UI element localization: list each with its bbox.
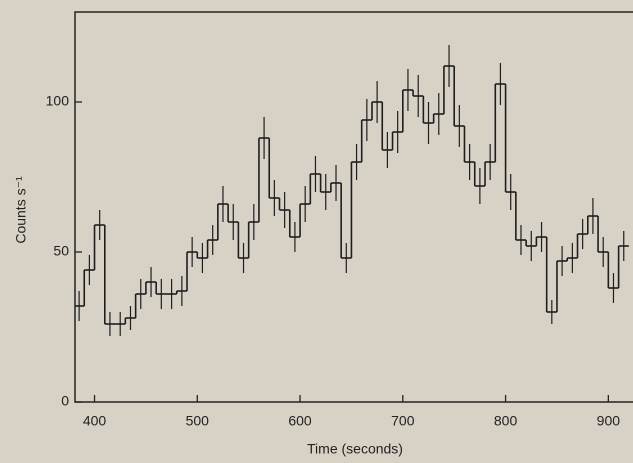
x-tick-label: 400: [83, 413, 107, 429]
y-tick-label: 100: [46, 93, 70, 109]
x-tick-label: 800: [494, 413, 518, 429]
x-tick-label: 500: [186, 413, 210, 429]
x-tick-label: 700: [391, 413, 415, 429]
y-axis-label: Counts s⁻¹: [13, 176, 29, 244]
plot-area: [75, 45, 629, 336]
y-tick-label: 0: [61, 393, 69, 409]
plot-frame: [74, 11, 633, 403]
x-axis-label: Time (seconds): [307, 441, 403, 457]
y-tick-label: 50: [53, 243, 69, 259]
x-tick-label: 600: [288, 413, 312, 429]
x-tick-label: 900: [597, 413, 621, 429]
